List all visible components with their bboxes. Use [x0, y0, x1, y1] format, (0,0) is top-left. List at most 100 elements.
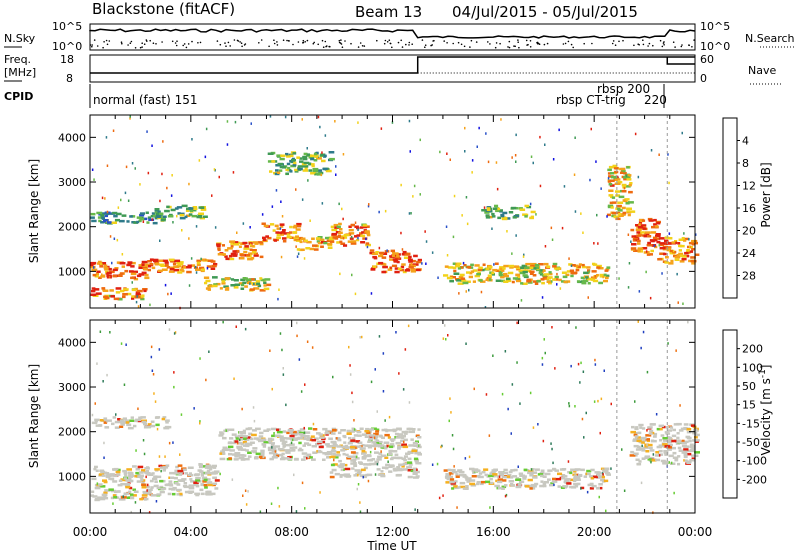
echo-cell-9	[408, 255, 412, 259]
scatter-echo	[135, 449, 137, 452]
scatter-echo	[158, 348, 161, 351]
echo-cell-5	[451, 470, 458, 474]
colorbar-tick-label: 15	[742, 399, 756, 412]
echo-cell-4	[185, 209, 190, 212]
scatter-echo	[199, 422, 201, 425]
echo-cell-14	[609, 201, 613, 205]
echo-cell-14	[611, 211, 616, 215]
echo-cell-14	[615, 217, 621, 221]
echo-cell-12	[477, 268, 483, 271]
echo-cell-12	[463, 264, 467, 267]
echo-cell-8	[333, 223, 339, 227]
echo-cell-6	[647, 426, 653, 429]
echo-cell-12	[534, 263, 540, 267]
echo-cell-12	[587, 282, 591, 285]
echo-cell-6	[677, 455, 681, 458]
echo-cell-5	[239, 257, 245, 260]
echo-cell-4	[351, 467, 355, 470]
echo-cell-0	[128, 486, 133, 490]
scatter-echo	[206, 267, 209, 270]
echo-cell-8	[337, 234, 341, 237]
echo-cell-6	[262, 238, 267, 241]
echo-cell-3	[260, 449, 265, 453]
echo-cell-16	[678, 249, 682, 252]
top-panel-traces	[89, 28, 696, 74]
echo-cell-0	[100, 470, 106, 474]
echo-cell-5	[239, 253, 245, 257]
nsearch-point	[102, 46, 104, 49]
echo-cell-3	[235, 437, 239, 440]
scatter-echo	[511, 156, 513, 159]
echo-cell-5	[259, 255, 264, 259]
scatter-echo	[421, 262, 423, 265]
echo-cell-14	[616, 204, 622, 208]
echo-cell-6	[630, 430, 636, 434]
echo-cell-1	[176, 488, 182, 492]
scatter-echo	[485, 132, 487, 135]
x-tick-label: 12:00	[375, 525, 410, 539]
echo-cell-4	[339, 473, 346, 477]
echo-cell-14	[629, 210, 636, 213]
nsearch-point	[508, 40, 511, 43]
echo-cell-4	[415, 434, 420, 437]
echo-cell-3	[207, 259, 214, 262]
echo-cell-2	[164, 419, 170, 422]
echo-cell-3	[149, 263, 154, 266]
echo-cell-3	[263, 441, 269, 444]
echo-cell-7	[316, 240, 321, 243]
scatter-echo	[96, 482, 99, 485]
echo-cell-5	[481, 470, 486, 474]
echo-cell-1	[178, 473, 183, 476]
nsearch-point	[529, 40, 532, 42]
echo-cell-5	[449, 478, 455, 481]
scatter-echo	[424, 230, 426, 233]
echo-cell-3	[325, 429, 331, 433]
echo-cell-1	[122, 293, 128, 296]
echo-cell-5	[517, 483, 522, 486]
echo-cell-0	[103, 491, 108, 494]
echo-cell-11	[204, 281, 208, 285]
echo-cell-4	[186, 214, 191, 217]
echo-cell-3	[168, 270, 175, 273]
scatter-echo	[269, 349, 271, 352]
echo-cell-1	[131, 295, 135, 298]
echo-cell-11	[205, 287, 211, 290]
nsearch-point	[357, 46, 360, 48]
echo-cell-10	[296, 156, 300, 159]
echo-cell-5	[550, 482, 554, 485]
scatter-echo	[317, 115, 320, 119]
scatter-echo	[274, 450, 277, 453]
nsearch-point	[306, 39, 309, 42]
echo-cell-7	[317, 241, 323, 245]
echo-cell-12	[452, 262, 456, 265]
nsearch-point	[237, 40, 240, 42]
echo-cell-8	[365, 225, 370, 228]
scatter-echo	[188, 284, 191, 287]
nsearch-point	[108, 40, 111, 42]
nsearch-point	[536, 42, 539, 45]
colorbar-tick-label: 100	[742, 361, 763, 374]
echo-cell-3	[234, 452, 241, 455]
echo-cell-5	[483, 468, 489, 471]
scatter-echo	[102, 380, 104, 383]
echo-cell-4	[358, 461, 362, 464]
echo-cell-0	[139, 476, 144, 479]
echo-cell-4	[335, 437, 341, 440]
echo-cell-12	[569, 269, 575, 272]
echo-cell-1	[175, 465, 179, 469]
scatter-echo	[162, 140, 164, 143]
echo-cell-6	[646, 443, 653, 447]
x-tick-label: 00:00	[678, 525, 713, 539]
scatter-echo	[148, 511, 151, 514]
echo-cell-4	[371, 458, 376, 461]
scatter-echo	[368, 203, 370, 206]
echo-cell-0	[130, 272, 137, 276]
colorbar-tick-label: 50	[742, 380, 756, 393]
nsearch-point	[338, 39, 341, 42]
nsearch-point	[240, 42, 243, 44]
echo-cell-5	[502, 479, 507, 482]
echo-cell-0	[144, 264, 150, 268]
echo-cell-3	[284, 457, 290, 460]
echo-cell-6	[683, 423, 689, 426]
echo-cell-2	[140, 416, 146, 419]
